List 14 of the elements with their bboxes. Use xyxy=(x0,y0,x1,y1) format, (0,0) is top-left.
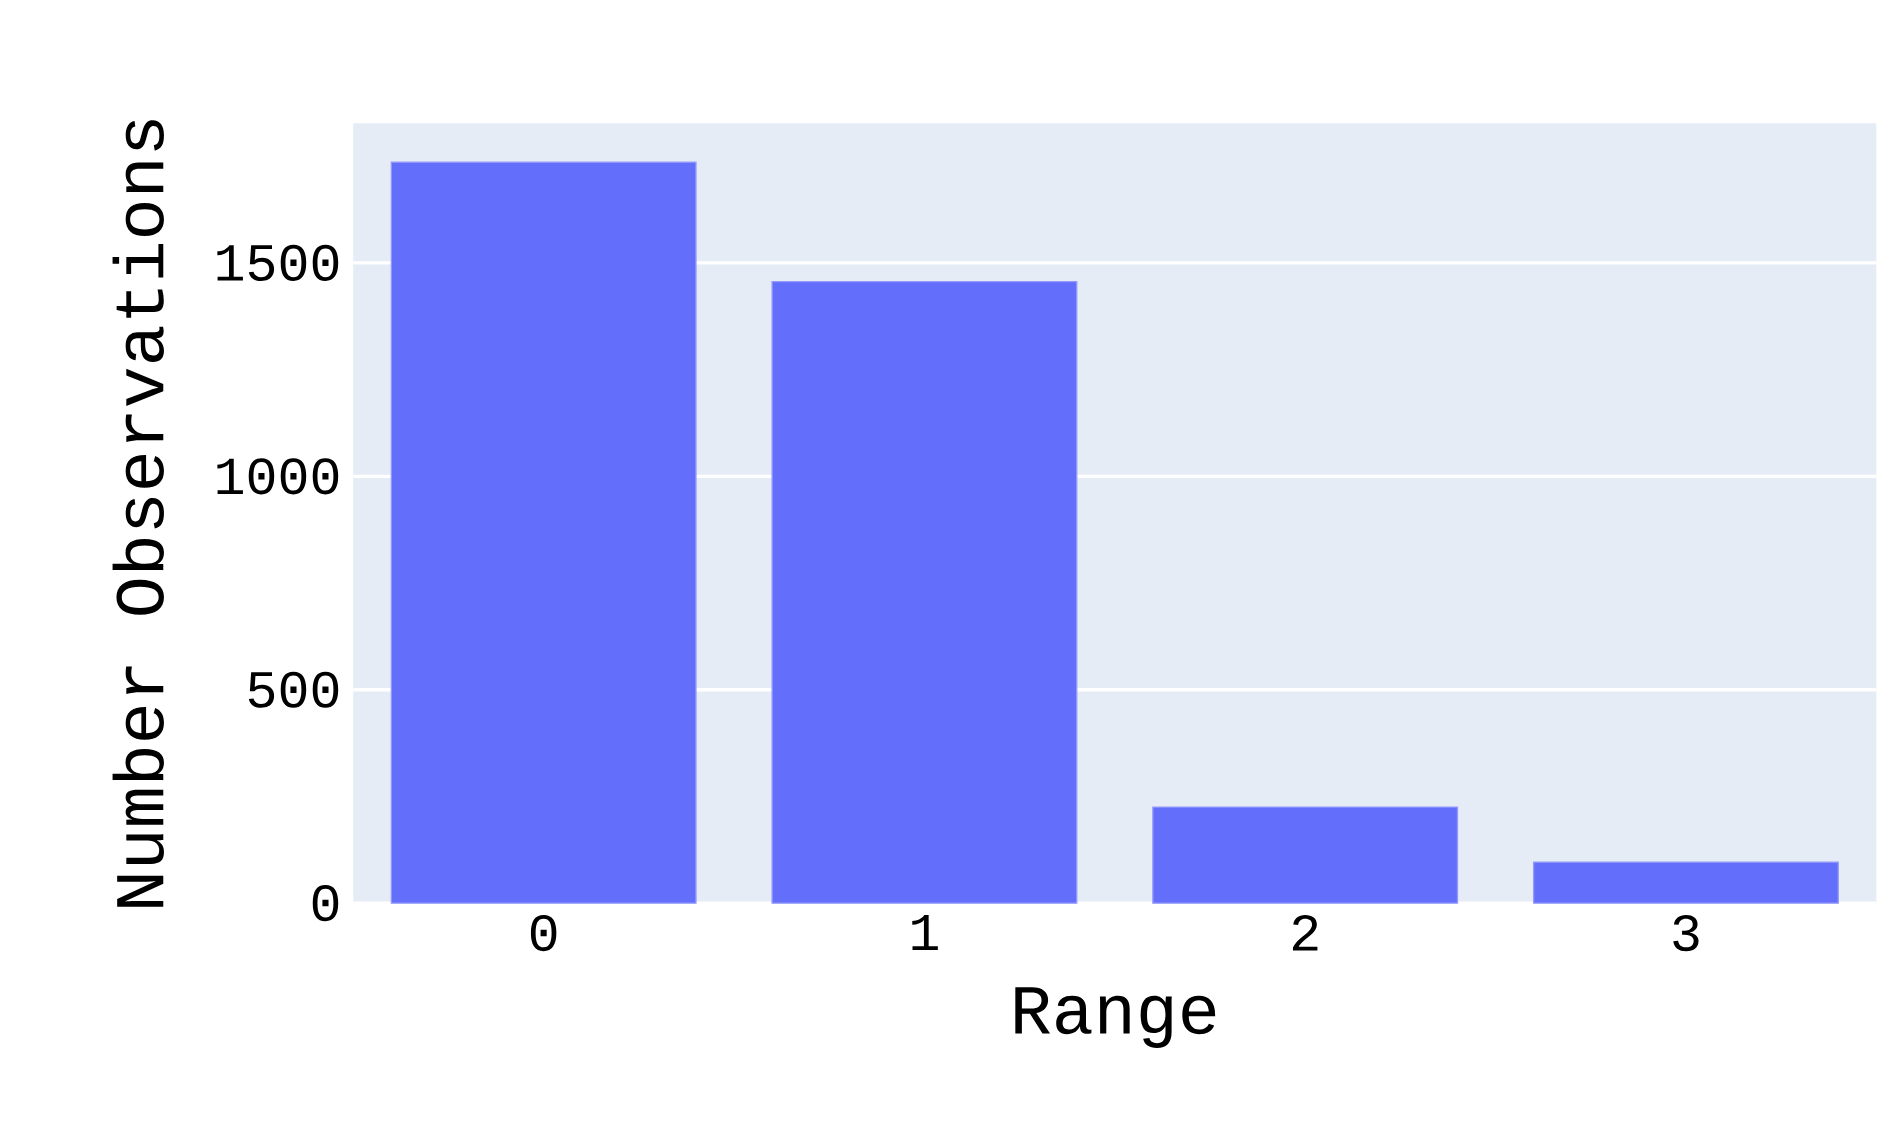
x-tick-label: 0 xyxy=(530,914,557,952)
y-axis-title: Number Observations xyxy=(112,120,164,907)
bar xyxy=(1532,861,1839,904)
x-tick-label: 3 xyxy=(1673,914,1699,952)
bar xyxy=(1152,806,1459,904)
y-tick-label: 500 xyxy=(248,671,339,708)
y-tick-label: 1500 xyxy=(217,244,339,281)
x-tick-label: 2 xyxy=(1292,914,1318,951)
bar xyxy=(390,161,697,904)
y-tick-label: 1000 xyxy=(217,458,339,495)
y-tick-label: 0 xyxy=(312,885,339,922)
bar xyxy=(771,280,1078,904)
x-tick-label: 1 xyxy=(912,914,938,950)
x-axis-title: Range xyxy=(1015,987,1216,1048)
